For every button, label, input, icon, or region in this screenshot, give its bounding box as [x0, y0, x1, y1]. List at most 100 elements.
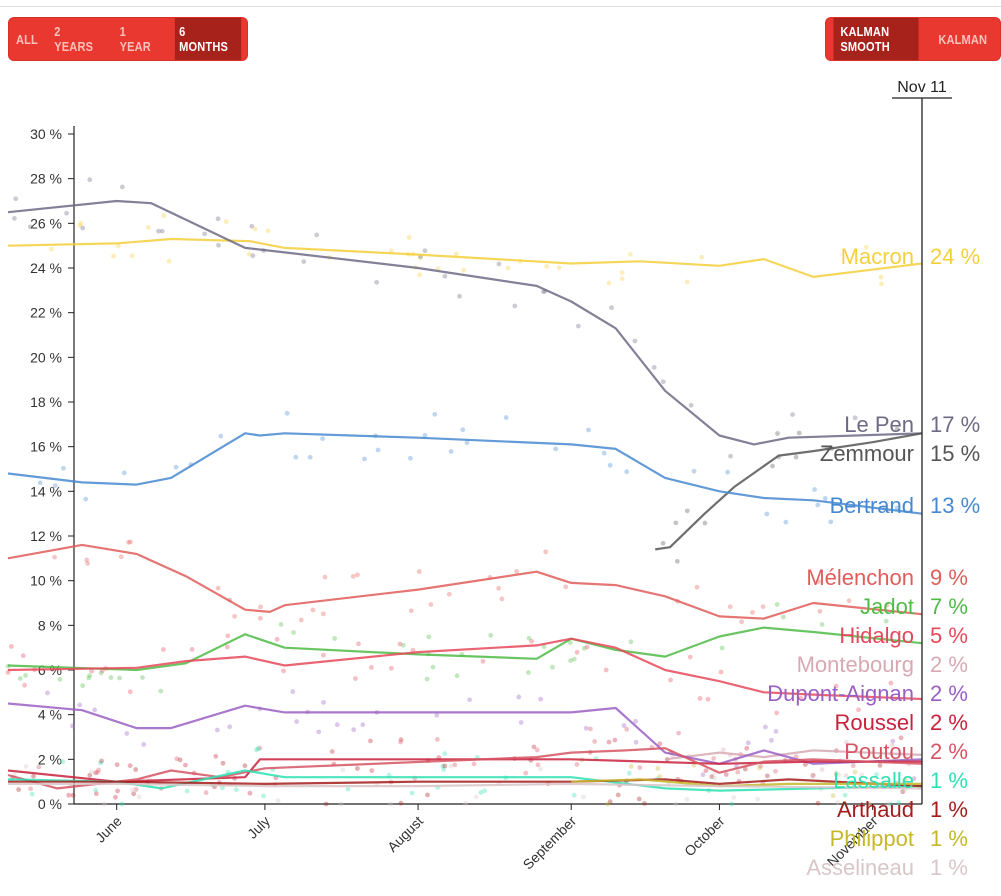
poll-dot: [369, 768, 375, 773]
poll-dot: [408, 608, 414, 614]
poll-dot: [409, 790, 415, 796]
range-button-1-year[interactable]: 1 YEAR: [119, 24, 152, 54]
poll-dot: [80, 225, 86, 231]
poll-dot: [249, 223, 255, 229]
poll-dot: [448, 763, 454, 769]
poll-dot: [127, 763, 133, 769]
poll-dot: [673, 520, 679, 526]
candidate-name-label: Roussel: [835, 710, 914, 735]
candidate-name-label: Arthaud: [837, 797, 914, 822]
poll-dot: [810, 772, 816, 778]
poll-dot: [817, 608, 823, 614]
poll-dot: [291, 630, 296, 635]
poll-dot: [454, 673, 460, 679]
poll-dot: [218, 433, 224, 439]
smoothing-button-kalman[interactable]: KALMAN: [938, 31, 988, 47]
poll-dot: [406, 235, 412, 240]
poll-dot: [398, 739, 403, 745]
poll-dot: [177, 757, 183, 763]
poll-dot: [488, 632, 494, 638]
poll-dot: [351, 727, 357, 733]
poll-dot: [442, 273, 448, 279]
candidate-name-label: Poutou: [844, 739, 914, 764]
poll-dot: [727, 604, 733, 610]
poll-dot: [612, 737, 618, 743]
poll-dot: [624, 726, 630, 732]
poll-dot: [684, 508, 690, 514]
candidate-value-label: 2 %: [930, 652, 968, 677]
candidate-value-label: 15 %: [930, 441, 980, 466]
poll-dot: [398, 800, 404, 806]
poll-dot: [505, 265, 511, 271]
poll-dot: [843, 773, 849, 778]
candidate-value-label: 1 %: [930, 855, 968, 880]
poll-dot: [274, 636, 280, 642]
poll-dot: [852, 415, 858, 421]
poll-dot: [563, 584, 569, 590]
poll-dot: [453, 251, 459, 257]
smoothing-button-kalman-smooth[interactable]: KALMAN SMOOTH: [833, 18, 919, 60]
poll-dot: [23, 673, 28, 678]
date-cursor[interactable]: Nov 11: [892, 79, 952, 804]
poll-dot: [774, 710, 780, 716]
poll-dot: [425, 792, 430, 798]
poll-dot: [400, 642, 406, 648]
y-tick-label: 10 %: [30, 573, 62, 589]
poll-dot: [584, 644, 590, 650]
candidate-name-label: Zemmour: [820, 441, 914, 466]
range-button-all[interactable]: ALL: [15, 31, 38, 47]
poll-dot: [133, 787, 139, 792]
poll-dot: [499, 596, 505, 602]
poll-dot: [773, 768, 778, 774]
poll-dot: [764, 773, 770, 779]
poll-dot: [657, 741, 663, 747]
poll-dot: [118, 554, 124, 560]
poll-dot: [278, 621, 284, 627]
poll-dot: [496, 585, 502, 591]
candidate-name-label: Dupont-Aignan: [767, 681, 914, 706]
poll-dot: [581, 645, 587, 651]
poll-dot: [709, 774, 715, 780]
poll-dot: [553, 446, 559, 452]
poll-dot: [64, 210, 69, 216]
candidate-value-label: 17 %: [930, 412, 980, 437]
poll-dot: [815, 502, 821, 508]
poll-dot: [473, 794, 479, 800]
candidate-name-label: Jadot: [860, 594, 914, 619]
poll-dot: [417, 255, 423, 261]
poll-dot: [49, 246, 54, 252]
range-button-2-years[interactable]: 2 YEARS: [54, 24, 94, 54]
candidate-name-label: Macron: [841, 244, 914, 269]
poll-dot: [687, 654, 693, 660]
poll-dot: [434, 712, 440, 718]
series-line-montebourg: [664, 749, 923, 761]
poll-dot: [448, 449, 454, 454]
poll-dot: [441, 767, 447, 772]
poll-dot: [816, 579, 821, 584]
poll-dot: [307, 454, 313, 460]
poll-dot: [601, 450, 607, 456]
y-tick-label: 30 %: [30, 126, 62, 142]
poll-dot: [651, 365, 657, 370]
range-button-6-months[interactable]: 6 MONTHS: [174, 18, 242, 60]
poll-dot: [624, 469, 630, 475]
poll-dot: [894, 505, 900, 511]
poll-dot: [98, 670, 104, 676]
poll-dot: [865, 801, 871, 807]
poll-dot: [350, 574, 356, 579]
poll-dot: [534, 747, 540, 753]
poll-dot: [140, 675, 145, 680]
poll-dot: [720, 747, 726, 753]
poll-dot: [836, 772, 842, 778]
poll-dot: [223, 219, 229, 225]
poll-dot: [812, 487, 817, 492]
poll-dot: [628, 639, 634, 645]
poll-dot: [355, 766, 360, 771]
poll-dot: [866, 801, 872, 807]
poll-dot: [684, 797, 690, 802]
poll-dot: [480, 658, 486, 664]
poll-dot: [844, 739, 849, 745]
poll-dot: [457, 293, 462, 299]
poll-dot: [322, 574, 328, 580]
